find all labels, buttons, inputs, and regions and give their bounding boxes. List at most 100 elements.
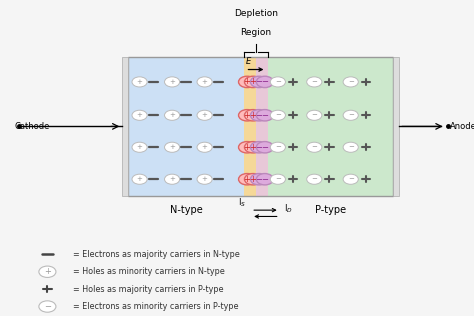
Text: E: E <box>246 57 251 66</box>
Text: = Holes as majority carriers in P-type: = Holes as majority carriers in P-type <box>73 285 224 294</box>
Circle shape <box>132 77 147 87</box>
Text: −: − <box>44 302 51 311</box>
Text: Anode: Anode <box>450 122 474 131</box>
Circle shape <box>245 110 262 121</box>
Text: −: − <box>255 143 263 152</box>
Text: N-type: N-type <box>170 205 202 216</box>
Text: −: − <box>275 112 281 118</box>
Text: +: + <box>137 112 143 118</box>
Text: Depletion: Depletion <box>234 9 278 18</box>
Circle shape <box>197 142 212 152</box>
Circle shape <box>245 173 262 185</box>
Text: −: − <box>275 176 281 182</box>
Bar <box>122 57 128 196</box>
Text: I$_S$: I$_S$ <box>238 196 246 209</box>
Circle shape <box>256 142 273 153</box>
Circle shape <box>343 77 358 87</box>
Circle shape <box>132 110 147 120</box>
Text: −: − <box>311 112 317 118</box>
Text: −: − <box>311 144 317 150</box>
Circle shape <box>39 301 56 312</box>
Text: +: + <box>169 176 175 182</box>
Circle shape <box>238 142 255 153</box>
Text: +: + <box>169 144 175 150</box>
Circle shape <box>164 77 180 87</box>
Text: −: − <box>275 79 281 85</box>
Bar <box>256 57 268 196</box>
Circle shape <box>256 76 273 88</box>
Circle shape <box>270 110 285 120</box>
Text: −: − <box>261 175 268 184</box>
Text: −: − <box>311 79 317 85</box>
Circle shape <box>270 77 285 87</box>
Text: +: + <box>244 175 251 184</box>
Text: +: + <box>249 77 256 86</box>
Circle shape <box>164 174 180 184</box>
Circle shape <box>39 266 56 277</box>
Circle shape <box>343 174 358 184</box>
Circle shape <box>197 110 212 120</box>
Circle shape <box>238 110 255 121</box>
Circle shape <box>245 142 262 153</box>
Text: Cathode: Cathode <box>14 122 50 131</box>
Circle shape <box>256 173 273 185</box>
Text: −: − <box>348 79 354 85</box>
Text: = Electrons as majority carriers in N-type: = Electrons as majority carriers in N-ty… <box>73 250 240 259</box>
Circle shape <box>307 142 322 152</box>
Circle shape <box>164 110 180 120</box>
Text: −: − <box>255 77 263 86</box>
Circle shape <box>197 174 212 184</box>
Circle shape <box>307 110 322 120</box>
Circle shape <box>238 173 255 185</box>
Text: −: − <box>255 111 263 120</box>
Text: −: − <box>311 176 317 182</box>
Text: = Holes as minority carriers in N-type: = Holes as minority carriers in N-type <box>73 267 225 276</box>
Text: −: − <box>261 143 268 152</box>
Text: +: + <box>137 176 143 182</box>
Text: +: + <box>244 77 251 86</box>
Text: +: + <box>137 144 143 150</box>
Circle shape <box>343 110 358 120</box>
Text: = Electrons as minority carriers in P-type: = Electrons as minority carriers in P-ty… <box>73 302 239 311</box>
Circle shape <box>245 76 262 88</box>
Bar <box>244 57 256 196</box>
Circle shape <box>270 174 285 184</box>
Text: +: + <box>137 79 143 85</box>
Text: −: − <box>261 77 268 86</box>
Bar <box>268 57 393 196</box>
Circle shape <box>250 142 267 153</box>
Circle shape <box>250 173 267 185</box>
Text: +: + <box>244 143 251 152</box>
Circle shape <box>197 77 212 87</box>
Text: +: + <box>169 112 175 118</box>
Text: −: − <box>348 144 354 150</box>
Circle shape <box>343 142 358 152</box>
Text: +: + <box>202 144 208 150</box>
Circle shape <box>238 76 255 88</box>
Text: Region: Region <box>240 28 272 37</box>
Text: +: + <box>202 79 208 85</box>
Text: P-type: P-type <box>315 205 346 216</box>
Text: +: + <box>244 111 251 120</box>
Text: +: + <box>202 112 208 118</box>
Circle shape <box>250 110 267 121</box>
Text: −: − <box>275 144 281 150</box>
Text: I$_D$: I$_D$ <box>284 202 293 215</box>
Text: +: + <box>44 267 51 276</box>
Circle shape <box>132 142 147 152</box>
Bar <box>393 57 399 196</box>
Text: +: + <box>249 175 256 184</box>
Bar <box>128 57 393 196</box>
Text: +: + <box>249 111 256 120</box>
Circle shape <box>307 77 322 87</box>
Circle shape <box>270 142 285 152</box>
Circle shape <box>307 174 322 184</box>
Text: −: − <box>255 175 263 184</box>
Text: +: + <box>169 79 175 85</box>
Circle shape <box>256 110 273 121</box>
Text: +: + <box>249 143 256 152</box>
Circle shape <box>250 76 267 88</box>
Text: −: − <box>348 112 354 118</box>
Bar <box>128 57 244 196</box>
Circle shape <box>132 174 147 184</box>
